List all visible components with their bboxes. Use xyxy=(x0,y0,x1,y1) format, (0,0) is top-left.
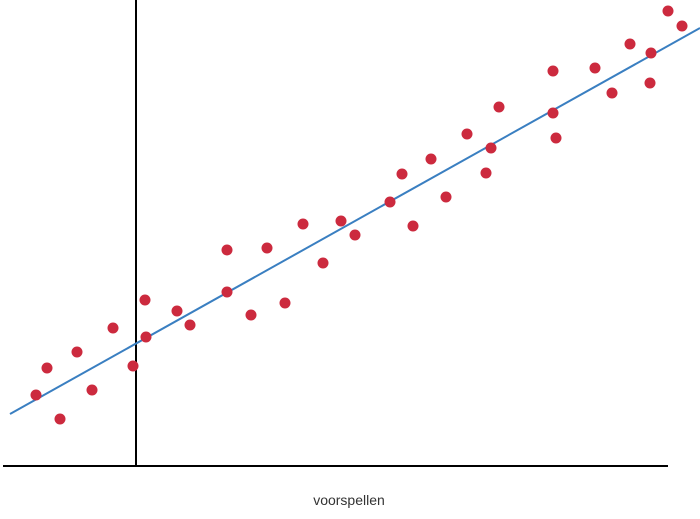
data-point xyxy=(662,5,674,17)
data-point xyxy=(221,286,233,298)
data-point xyxy=(493,101,505,113)
data-point xyxy=(547,107,559,119)
data-point xyxy=(221,244,233,256)
data-point xyxy=(140,331,152,343)
data-point xyxy=(407,220,419,232)
data-point xyxy=(606,87,618,99)
data-point xyxy=(54,413,66,425)
trend-line xyxy=(9,27,700,415)
data-point xyxy=(425,153,437,165)
data-point xyxy=(171,305,183,317)
data-point xyxy=(461,128,473,140)
data-point xyxy=(41,362,53,374)
data-points xyxy=(30,5,688,425)
data-point xyxy=(317,257,329,269)
data-point xyxy=(624,38,636,50)
data-point xyxy=(86,384,98,396)
x-axis-label: voorspellen xyxy=(313,492,385,508)
data-point xyxy=(245,309,257,321)
data-point xyxy=(107,322,119,334)
data-point xyxy=(139,294,151,306)
data-point xyxy=(279,297,291,309)
data-point xyxy=(550,132,562,144)
data-point xyxy=(645,47,657,59)
data-point xyxy=(480,167,492,179)
data-point xyxy=(589,62,601,74)
data-point xyxy=(644,77,656,89)
data-point xyxy=(30,389,42,401)
data-point xyxy=(396,168,408,180)
data-point xyxy=(485,142,497,154)
data-point xyxy=(71,346,83,358)
data-point xyxy=(676,20,688,32)
data-point xyxy=(297,218,309,230)
data-point xyxy=(349,229,361,241)
data-point xyxy=(261,242,273,254)
data-point xyxy=(384,196,396,208)
data-point xyxy=(440,191,452,203)
data-point xyxy=(184,319,196,331)
data-point xyxy=(127,360,139,372)
data-point xyxy=(335,215,347,227)
data-point xyxy=(547,65,559,77)
